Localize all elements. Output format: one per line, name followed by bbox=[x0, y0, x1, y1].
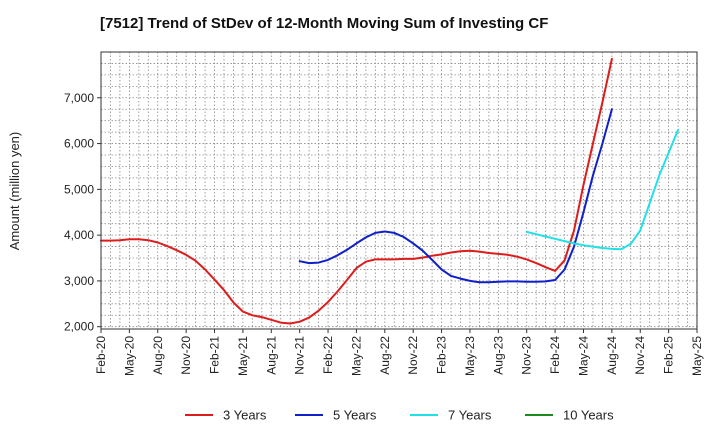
x-tick-label: May-21 bbox=[236, 336, 250, 376]
y-axis-label: Amount (million yen) bbox=[7, 132, 22, 251]
x-tick-label: Nov-23 bbox=[520, 336, 534, 375]
x-tick-label: May-25 bbox=[690, 336, 704, 376]
x-tick-label: Feb-22 bbox=[321, 336, 335, 374]
y-tick-label: 3,000 bbox=[64, 274, 94, 288]
y-tick-label: 5,000 bbox=[64, 182, 94, 196]
series-line-5-years bbox=[298, 108, 613, 284]
x-tick-label: Aug-20 bbox=[151, 336, 165, 375]
chart-title: [7512] Trend of StDev of 12-Month Moving… bbox=[100, 15, 548, 32]
legend-label-3-years: 3 Years bbox=[223, 408, 267, 423]
x-tick-label: Feb-20 bbox=[94, 336, 108, 374]
series-line-3-years bbox=[100, 57, 613, 325]
y-tick-label: 2,000 bbox=[64, 320, 94, 334]
series-layer bbox=[100, 57, 680, 325]
gridlines bbox=[101, 52, 697, 329]
x-axis-ticks: Feb-20 May-20 Aug-20 Nov-20 Feb-21 May-21 Aug-… bbox=[94, 329, 704, 376]
x-tick-label: Aug-21 bbox=[264, 336, 278, 375]
legend-label-5-years: 5 Years bbox=[333, 408, 377, 423]
legend: 3 Years 5 Years 7 Years 10 Years bbox=[185, 408, 614, 423]
x-tick-label: Aug-23 bbox=[491, 336, 505, 375]
legend-label-10-years: 10 Years bbox=[563, 408, 614, 423]
x-tick-label: Aug-22 bbox=[378, 336, 392, 375]
legend-label-7-years: 7 Years bbox=[448, 408, 492, 423]
series-line-7-years bbox=[525, 128, 680, 251]
x-tick-label: May-20 bbox=[122, 336, 136, 376]
x-tick-label: Feb-24 bbox=[548, 336, 562, 374]
x-tick-label: Feb-21 bbox=[208, 336, 222, 374]
x-tick-label: May-24 bbox=[576, 336, 590, 376]
y-tick-label: 4,000 bbox=[64, 228, 94, 242]
x-tick-label: Aug-24 bbox=[605, 336, 619, 375]
y-tick-label: 7,000 bbox=[64, 91, 94, 105]
y-axis-ticks: 2,000 3,000 4,000 5,000 6,000 7,000 bbox=[64, 91, 101, 334]
x-tick-label: Feb-25 bbox=[662, 336, 676, 374]
x-tick-label: Nov-20 bbox=[179, 336, 193, 375]
x-tick-label: May-23 bbox=[463, 336, 477, 376]
plot-frame bbox=[100, 51, 698, 330]
x-tick-label: Nov-22 bbox=[406, 336, 420, 375]
x-tick-label: Nov-24 bbox=[633, 336, 647, 375]
x-tick-label: Feb-23 bbox=[435, 336, 449, 374]
x-tick-label: May-22 bbox=[349, 336, 363, 376]
y-tick-label: 6,000 bbox=[64, 137, 94, 151]
x-tick-label: Nov-21 bbox=[293, 336, 307, 375]
